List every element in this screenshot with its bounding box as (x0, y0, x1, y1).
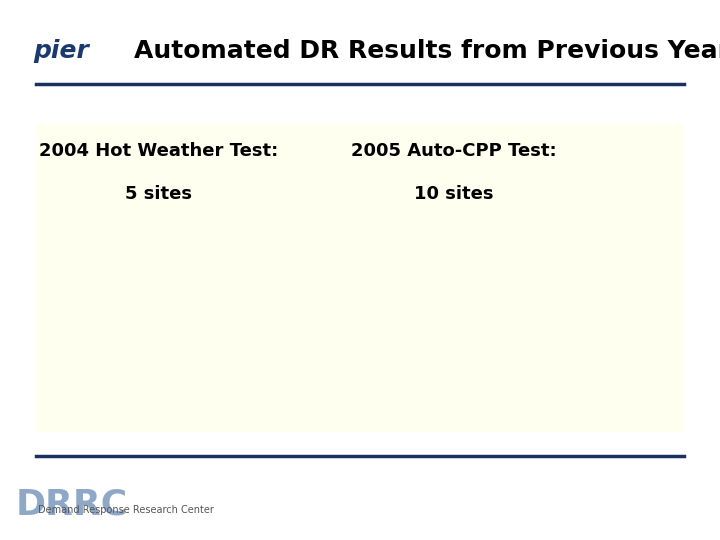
Text: 10 sites: 10 sites (414, 185, 493, 204)
Text: DRRC: DRRC (16, 488, 128, 522)
Text: Automated DR Results from Previous Year: Automated DR Results from Previous Year (134, 39, 720, 63)
Text: Demand Response Research Center: Demand Response Research Center (38, 505, 214, 515)
Text: 2005 Auto-CPP Test:: 2005 Auto-CPP Test: (351, 142, 557, 160)
Text: 2004 Hot Weather Test:: 2004 Hot Weather Test: (39, 142, 278, 160)
Bar (36, 124, 684, 432)
Text: pier: pier (33, 39, 89, 63)
Text: 5 sites: 5 sites (125, 185, 192, 204)
